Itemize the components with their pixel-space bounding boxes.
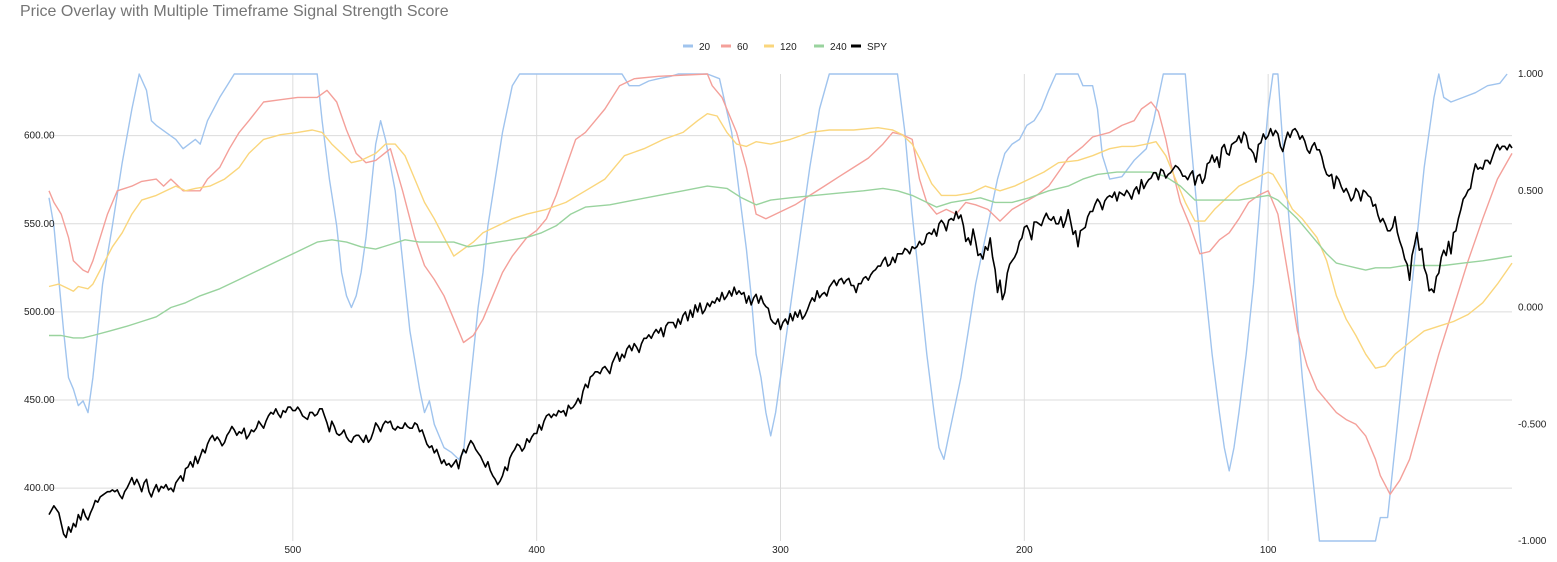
legend-label-spy: SPY	[867, 42, 887, 53]
y-left-tick-label: 400.00	[24, 483, 55, 494]
y-axis-right: -1.000 -0.500 0.000 0.500 1.000	[1518, 69, 1547, 547]
legend-label-240: 240	[830, 42, 847, 53]
y-right-tick-label: 1.000	[1518, 69, 1543, 80]
series-line-spy	[48, 127, 1513, 539]
series-line-240	[49, 171, 1513, 339]
chart-title: Price Overlay with Multiple Timeframe Si…	[20, 3, 449, 20]
x-axis: 500 400 300 200 100	[284, 545, 1276, 556]
legend: 20 60 120 240 SPY	[683, 42, 887, 53]
y-right-tick-label: -1.000	[1518, 536, 1547, 547]
x-tick-label: 500	[284, 545, 301, 556]
x-tick-label: 100	[1260, 545, 1277, 556]
x-tick-label: 400	[528, 545, 545, 556]
y-right-tick-label: 0.500	[1518, 186, 1543, 197]
grid-lines	[49, 74, 1512, 541]
x-tick-label: 200	[1016, 545, 1033, 556]
series-layer	[48, 73, 1513, 542]
y-axis-left: 400.00 450.00 500.00 550.00 600.00	[24, 131, 55, 494]
legend-label-120: 120	[780, 42, 797, 53]
x-tick-label: 300	[772, 545, 789, 556]
y-right-tick-label: -0.500	[1518, 419, 1547, 430]
y-left-tick-label: 550.00	[24, 219, 55, 230]
series-line-20	[48, 73, 1508, 542]
y-left-tick-label: 600.00	[24, 131, 55, 142]
y-left-tick-label: 500.00	[24, 307, 55, 318]
legend-label-60: 60	[737, 42, 749, 53]
series-line-120	[48, 113, 1513, 369]
y-left-tick-label: 450.00	[24, 395, 55, 406]
y-right-tick-label: 0.000	[1518, 303, 1543, 314]
series-line-60	[48, 73, 1513, 495]
legend-label-20: 20	[699, 42, 711, 53]
